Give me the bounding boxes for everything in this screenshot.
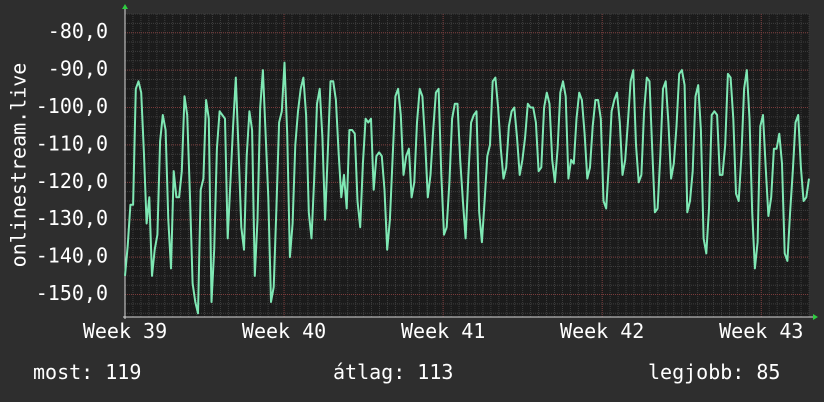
y-tick-label: -110,0 — [36, 131, 108, 155]
y-tick-label: -80,0 — [48, 19, 108, 43]
y-tick-label: -100,0 — [36, 94, 108, 118]
x-tick-label: Week 43 — [719, 319, 803, 343]
x-tick-label: Week 42 — [560, 319, 644, 343]
plot-area — [125, 14, 809, 317]
x-tick-label: Week 41 — [401, 319, 485, 343]
series-line — [124, 61, 810, 315]
x-tick-label: Week 40 — [242, 319, 326, 343]
best-value: legjobb: 85 — [648, 360, 781, 384]
y-tick-label: -90,0 — [48, 57, 108, 81]
x-axis-arrow — [813, 314, 818, 320]
y-tick-label: -130,0 — [36, 206, 108, 230]
y-tick-label: -140,0 — [36, 244, 108, 268]
x-tick-label: Week 39 — [83, 319, 167, 343]
average-value: átlag: 113 — [333, 360, 454, 384]
y-axis-arrow — [122, 4, 128, 9]
y-axis-label: onlinestream.live — [7, 63, 31, 268]
y-tick-label: -120,0 — [36, 169, 108, 193]
y-tick-label: -150,0 — [36, 281, 108, 305]
current-value: most: 119 — [33, 360, 142, 384]
series — [124, 61, 810, 315]
grid — [124, 13, 810, 317]
tick-labels: -80,0 -90,0 -100,0 -110,0 -120,0 -130,0 -140,0… — [36, 19, 804, 343]
